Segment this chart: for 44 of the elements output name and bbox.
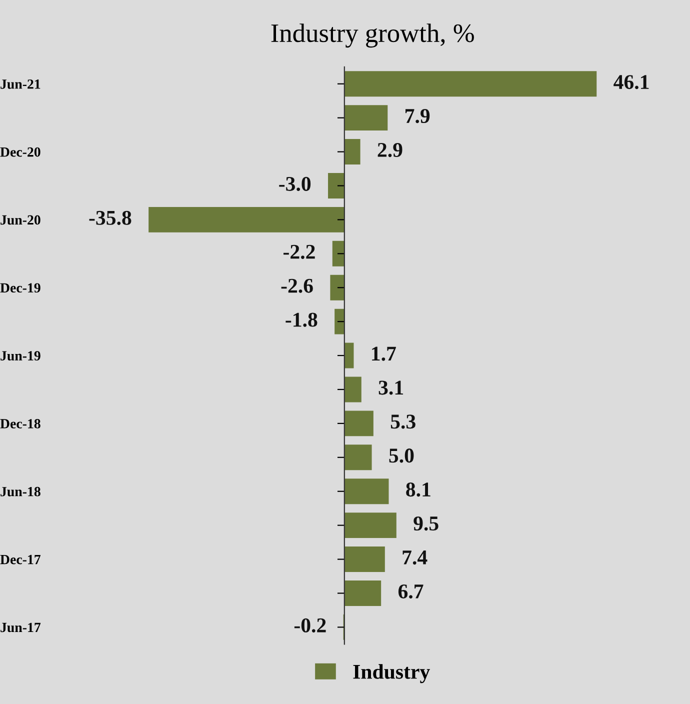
bar [344, 139, 360, 165]
data-label: 5.0 [389, 448, 414, 463]
data-label: 9.5 [414, 516, 438, 531]
data-label: 6.7 [398, 584, 424, 599]
y-tick-label: Jun-20 [0, 215, 40, 225]
data-label: -3.0 [279, 176, 311, 192]
bar [344, 410, 374, 436]
bar [344, 478, 389, 504]
data-label: 2.9 [378, 142, 402, 158]
data-label: -2.2 [284, 244, 315, 259]
y-tick-label: Jun-19 [0, 351, 40, 361]
data-label: 7.9 [406, 109, 430, 124]
data-label: -35.8 [89, 210, 132, 225]
data-label: 8.1 [406, 482, 430, 497]
bar [344, 376, 362, 402]
bar [328, 173, 344, 198]
bar [344, 546, 385, 572]
bar [344, 342, 354, 368]
bar [344, 512, 396, 538]
bar [332, 240, 344, 266]
y-tick-label: Dec-18 [0, 419, 40, 428]
bar [344, 71, 597, 97]
chart-title: Industry growth, % [271, 24, 474, 48]
data-label: 1.7 [372, 346, 396, 361]
bar [334, 308, 344, 334]
data-label: 46.1 [614, 75, 649, 90]
y-tick-label: Dec-20 [0, 147, 40, 157]
y-tick-label: Dec-17 [0, 554, 41, 564]
bar [344, 580, 382, 606]
y-tick-label: Dec-19 [0, 283, 40, 293]
data-label: 3.1 [378, 380, 404, 395]
y-tick-label: Jun-18 [0, 486, 40, 496]
bar [330, 274, 344, 300]
bar [344, 444, 372, 470]
data-label: 7.4 [402, 550, 428, 565]
data-label: -0.2 [294, 618, 326, 632]
data-label: -2.6 [281, 278, 313, 293]
y-tick-label: Jun-17 [0, 622, 41, 632]
data-label: 5.3 [390, 414, 416, 429]
data-label: -1.8 [286, 312, 318, 327]
y-tick-label: Jun-21 [0, 79, 40, 89]
legend-label: Industry [353, 664, 430, 684]
bar [148, 206, 344, 232]
bar [344, 105, 388, 131]
